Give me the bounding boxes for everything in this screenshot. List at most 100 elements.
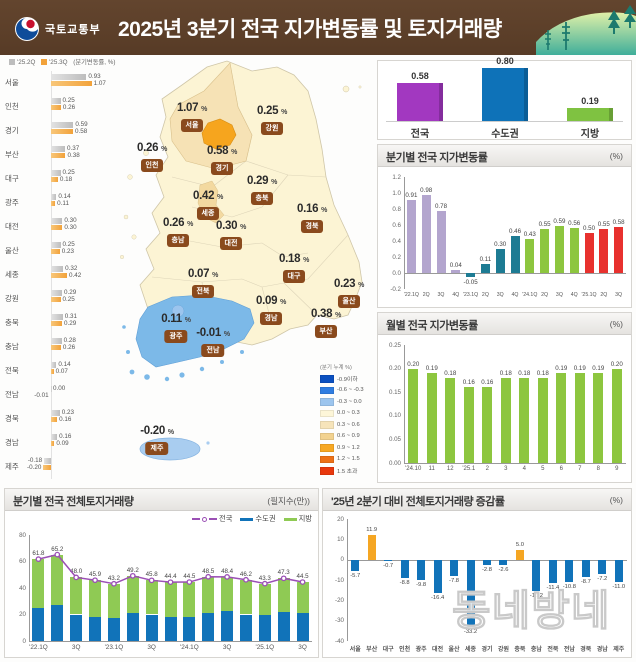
sidebar-region-row: 인천 0.25 0.26 [3,95,113,119]
bar-sudogwon [277,611,290,641]
bar-sudogwon [32,607,45,641]
map-legend-swatch [320,386,334,394]
x-tick-label: 경북 [580,647,592,653]
bar-jibang [145,580,158,615]
bar-jibang [89,580,102,618]
map-legend-row: -0.3 ~ 0.0 [320,396,375,408]
bar [598,559,607,575]
bar [408,368,419,463]
x-tick-label: 12 [446,466,454,472]
sidebar-bar-value: 0.25 [62,241,75,248]
bar-sudogwon [89,617,102,641]
sidebar-bar [43,464,51,470]
y-tick-label: 80 [19,531,26,539]
map-legend-row: 0.6 ~ 0.9 [320,431,375,443]
map-region-badge: 부산 [314,324,338,338]
bar-jibang [202,576,215,613]
x-tick-label: 경기 [481,647,493,653]
bar [400,559,409,578]
sidebar-region-label: 경북 [5,414,19,423]
sidebar-bar [51,440,55,446]
bar-jibang [239,579,252,615]
sidebar-region-label: 전북 [5,366,19,375]
x-tick-label: 광주 [415,647,427,653]
change-rate-panel-unit: (%) [609,495,623,505]
bar-value: 0.18 [444,370,457,378]
header-trees-illustration [536,5,636,55]
map-islands-west [119,150,149,259]
y-axis [347,519,348,641]
line-value: 48.4 [221,567,234,575]
line-value: 49.2 [126,566,139,574]
x-tick-label: 강원 [497,647,509,653]
map-legend-row: 1.5 초과 [320,465,375,477]
map-jeju-islet [206,441,210,445]
map-region-label: 0.29 % 충북 [247,175,277,205]
bar-value: -8.8 [399,579,410,586]
bar-value: 0.20 [407,360,420,368]
sidebar-bar-value: 0.26 [62,343,76,351]
quarterly-chart: 1.2 1.0 0.8 0.6 0.4 0.2 0.0 -0.2 0.91 '22.1Q 0.98 2… [378,167,631,307]
korea-map: 1.07 % 서울 0.25 % 강원 0.26 % 인천 0.58 % 경기 0.29 % 충북… [112,57,375,485]
bar [367,535,376,560]
bar-jibang [296,582,309,614]
x-tick-label: 2Q [541,292,549,298]
sidebar-region-row: 전남 0.00 -0.01 [3,383,113,407]
bar [426,373,437,463]
sidebar-bar [51,362,57,368]
bar [548,559,557,583]
bar-jibang [32,559,45,608]
bar [500,378,511,463]
bar-value: 0.20 [610,360,623,368]
line-value: 44.5 [183,573,196,581]
legend-label-total: 전국 [218,514,233,523]
map-region-value: 0.42 % [192,190,224,202]
sidebar-region-row: 부산 0.37 0.38 [3,143,113,167]
map-region-badge: 세종 [196,206,220,220]
map-legend-row: -0.9이하 [320,373,375,385]
sidebar-bar-value: 0.30 [64,223,77,231]
bar-value: 0.55 [597,221,610,228]
bar [584,233,594,273]
map-legend-row: -0.6 ~ -0.3 [320,385,375,397]
x-tick-label: 2Q [422,292,430,298]
map-region-value: 0.25 % [256,105,288,117]
sidebar-region-row: 전북 0.14 0.07 [3,359,113,383]
monthly-chart: 0.25 0.20 0.15 0.10 0.05 0.00 0.20 '24.10 0.19 11… [378,335,631,482]
sidebar-bar-value: 0.59 [75,121,88,128]
map-region-value: 0.09 % [255,295,287,307]
map-legend-label: -0.9이하 [337,377,358,384]
sidebar-bar-value: 0.14 [58,193,71,200]
x-tick-label: 3Q [222,644,232,651]
map-region-value: 0.38 % [310,308,342,320]
bar-value: 0.19 [555,365,568,373]
sidebar-bar-value: 0.25 [62,97,75,104]
y-tick-label: 0.15 [388,388,401,396]
bar [421,194,431,273]
sidebar-region-row: 세종 0.32 0.42 [3,263,113,287]
transactions-panel: 분기별 전국 전체토지거래량 (필지수(만)) 전국 수도권 지방 80 60 40 20 0… [4,488,319,658]
y-tick-label: 20 [19,611,26,618]
bar-value: 11.9 [366,527,378,534]
bar-value: 0.18 [518,370,531,378]
bar [483,559,491,566]
bar-value: 0.30 [494,241,507,248]
bar-value: -7.2 [597,576,608,583]
sidebar-bar-value: 0.29 [64,289,77,296]
sidebar-bar [51,104,61,110]
y-axis [404,345,405,463]
y-tick-label: 40 [19,584,26,592]
x-tick-label: 3Q [437,292,445,298]
sidebar-region-label: 세종 [5,270,19,279]
map-dokdo [358,85,362,89]
sidebar-region-row: 대전 0.30 0.30 [3,215,113,239]
map-legend-row: 0.3 ~ 0.6 [320,419,375,431]
sidebar-bar [51,170,61,176]
line-value: 48.5 [202,567,215,575]
bar-sudogwon [107,618,120,641]
x-tick-label: 3Q [496,292,504,298]
transactions-legend: 전국 수도권 지방 [191,514,312,524]
bar-value: 0.55 [538,221,551,228]
quarterly-panel-title: 분기별 전국 지가변동률 [386,152,488,164]
quarterly-panel-unit: (%) [609,151,623,161]
